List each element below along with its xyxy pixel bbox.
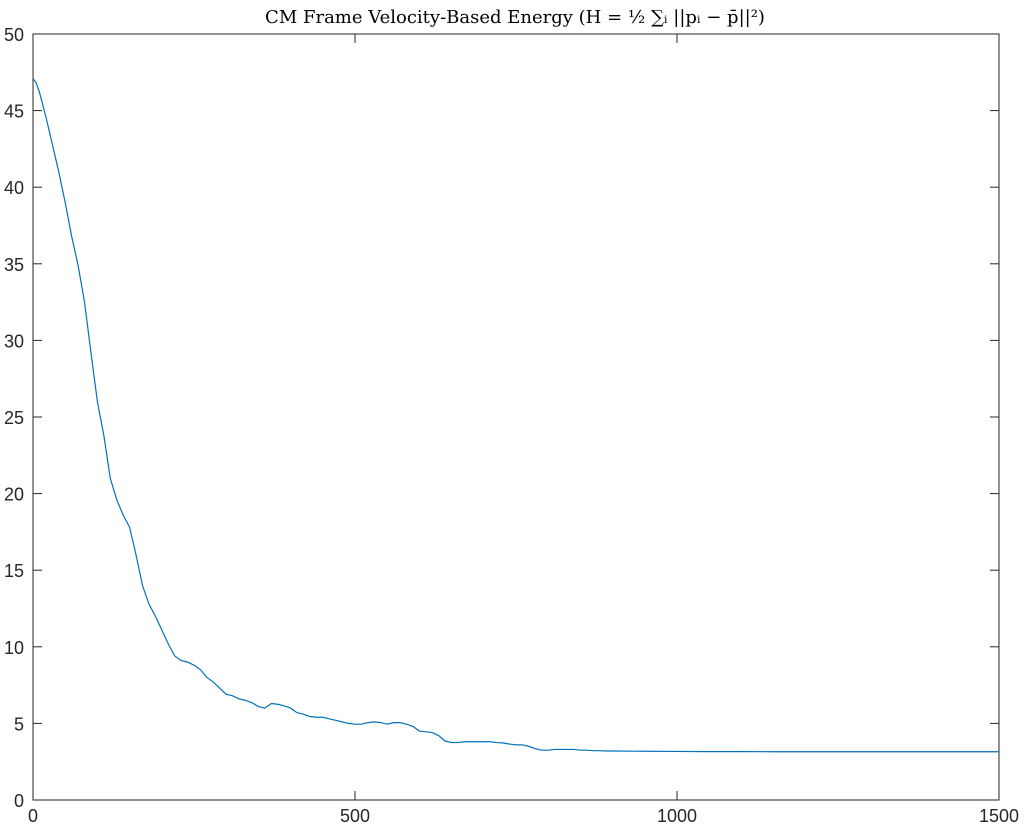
x-tick-label: 1500 (979, 806, 1019, 826)
y-tick-label: 40 (4, 178, 24, 198)
y-tick-label: 15 (4, 561, 24, 581)
y-tick-label: 10 (4, 638, 24, 658)
y-tick-label: 25 (4, 408, 24, 428)
x-tick-label: 1000 (657, 806, 697, 826)
y-tick-label: 45 (4, 102, 24, 122)
y-tick-label: 20 (4, 485, 24, 505)
x-tick-label: 500 (340, 806, 370, 826)
axis-tick-labels: 0 500 1000 1500 0 5 10 15 20 25 30 35 40 45 50 (4, 25, 1019, 826)
energy-series-line (32, 78, 999, 753)
y-tick-label: 30 (4, 331, 24, 351)
plot-area-frame (32, 33, 1000, 801)
y-tick-label: 0 (14, 791, 24, 811)
y-tick-label: 5 (14, 714, 24, 734)
axis-ticks (32, 33, 1000, 801)
y-tick-label: 50 (4, 25, 24, 45)
y-tick-label: 35 (4, 255, 24, 275)
chart-title: CM Frame Velocity-Based Energy (H = ½ ∑ᵢ… (265, 7, 765, 28)
x-tick-label: 0 (28, 806, 38, 826)
